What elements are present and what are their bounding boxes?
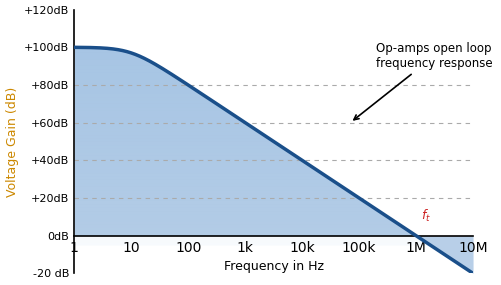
X-axis label: Frequency in Hz: Frequency in Hz (223, 260, 324, 273)
Text: Op-amps open loop
frequency response: Op-amps open loop frequency response (354, 42, 493, 120)
Y-axis label: Voltage Gain (dB): Voltage Gain (dB) (6, 86, 19, 197)
Text: $f_t$: $f_t$ (421, 208, 431, 224)
